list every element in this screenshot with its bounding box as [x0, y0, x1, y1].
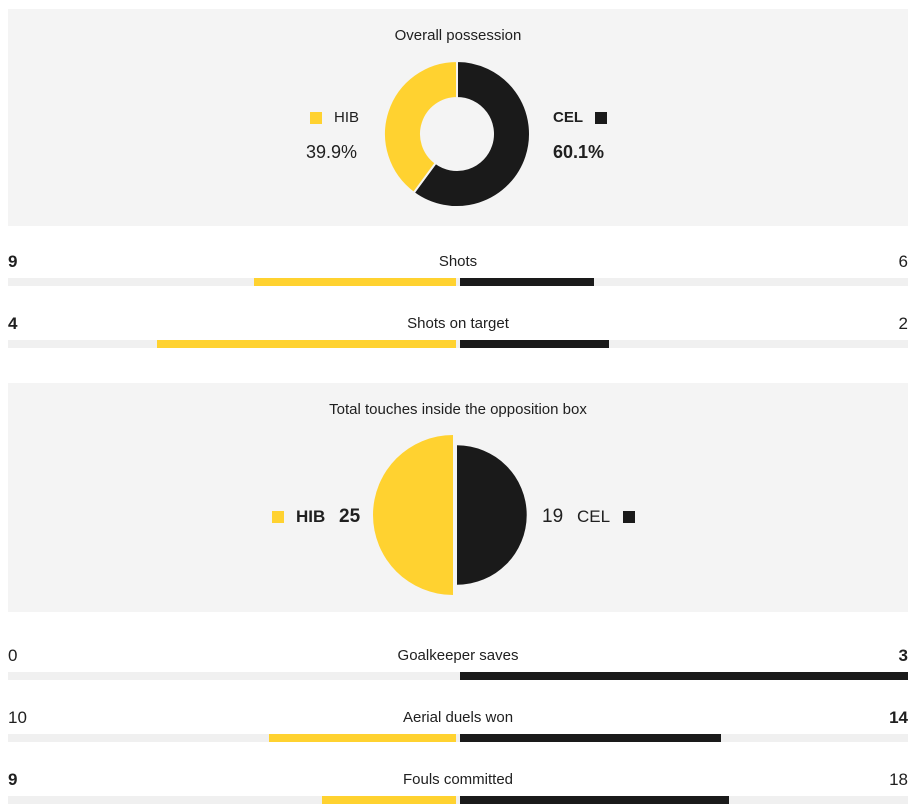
home-team-label: HIB [334, 109, 360, 126]
touches-half-circles [373, 435, 527, 595]
stat-track [8, 734, 908, 742]
stat-label: Shots on target [407, 315, 509, 332]
away-legend-square [595, 112, 607, 124]
stat-away-bar [460, 672, 908, 680]
stat-home-bar [321, 796, 456, 804]
stat-away-bar [460, 340, 610, 348]
possession-away-segment [412, 59, 531, 208]
away-possession-value: 60.1% [553, 142, 605, 162]
stat-row: 9 Shots 6 [8, 252, 908, 292]
stat-home-bar [254, 278, 456, 286]
touches-home-legend-square [272, 511, 284, 523]
stat-away-value: 6 [898, 252, 908, 271]
touches-home-value: 25 [339, 506, 361, 527]
possession-title: Overall possession [394, 27, 522, 44]
stat-track [8, 796, 908, 804]
touches-away-team: CEL [577, 507, 611, 526]
stat-track [8, 672, 908, 680]
stat-row: 4 Shots on target 2 [8, 314, 908, 354]
stat-home-value: 4 [8, 314, 18, 333]
stat-away-bar [460, 734, 722, 742]
stat-label: Aerial duels won [402, 709, 514, 726]
stat-label: Goalkeeper saves [397, 647, 519, 664]
stat-row: 9 Fouls committed 18 [8, 770, 908, 810]
home-legend-square [310, 112, 322, 124]
stat-row: 0 Goalkeeper saves 3 [8, 646, 908, 686]
possession-donut [383, 59, 531, 208]
stat-label: Fouls committed [402, 771, 514, 788]
touches-title: Total touches inside the opposition box [329, 401, 587, 418]
stat-away-value: 14 [889, 708, 908, 727]
stat-home-value: 0 [8, 646, 18, 665]
touches-away-value: 19 [542, 506, 564, 527]
touches-panel: Total touches inside the opposition box … [8, 383, 908, 612]
possession-home-segment [383, 59, 458, 195]
stat-home-value: 9 [8, 252, 18, 271]
touches-home-semicircle [373, 435, 453, 595]
stat-home-bar [157, 340, 456, 348]
touches-away-semicircle [457, 445, 527, 585]
stat-away-value: 3 [898, 646, 908, 665]
touches-home-team: HIB [296, 507, 326, 526]
away-team-label: CEL [553, 109, 583, 126]
stat-track [8, 340, 908, 348]
stat-away-value: 2 [898, 314, 908, 333]
stat-home-value: 9 [8, 770, 18, 789]
stat-label: Shots [438, 253, 478, 270]
stat-away-bar [460, 278, 595, 286]
stat-home-bar [269, 734, 456, 742]
stat-away-bar [460, 796, 729, 804]
stat-row: 10 Aerial duels won 14 [8, 708, 908, 748]
stat-track [8, 278, 908, 286]
stat-home-value: 10 [8, 708, 27, 727]
stat-away-value: 18 [889, 770, 908, 789]
home-possession-value: 39.9% [306, 142, 358, 162]
touches-away-legend-square [623, 511, 635, 523]
possession-panel: Overall possession HIB 39.9% CEL 60.1% [8, 9, 908, 226]
